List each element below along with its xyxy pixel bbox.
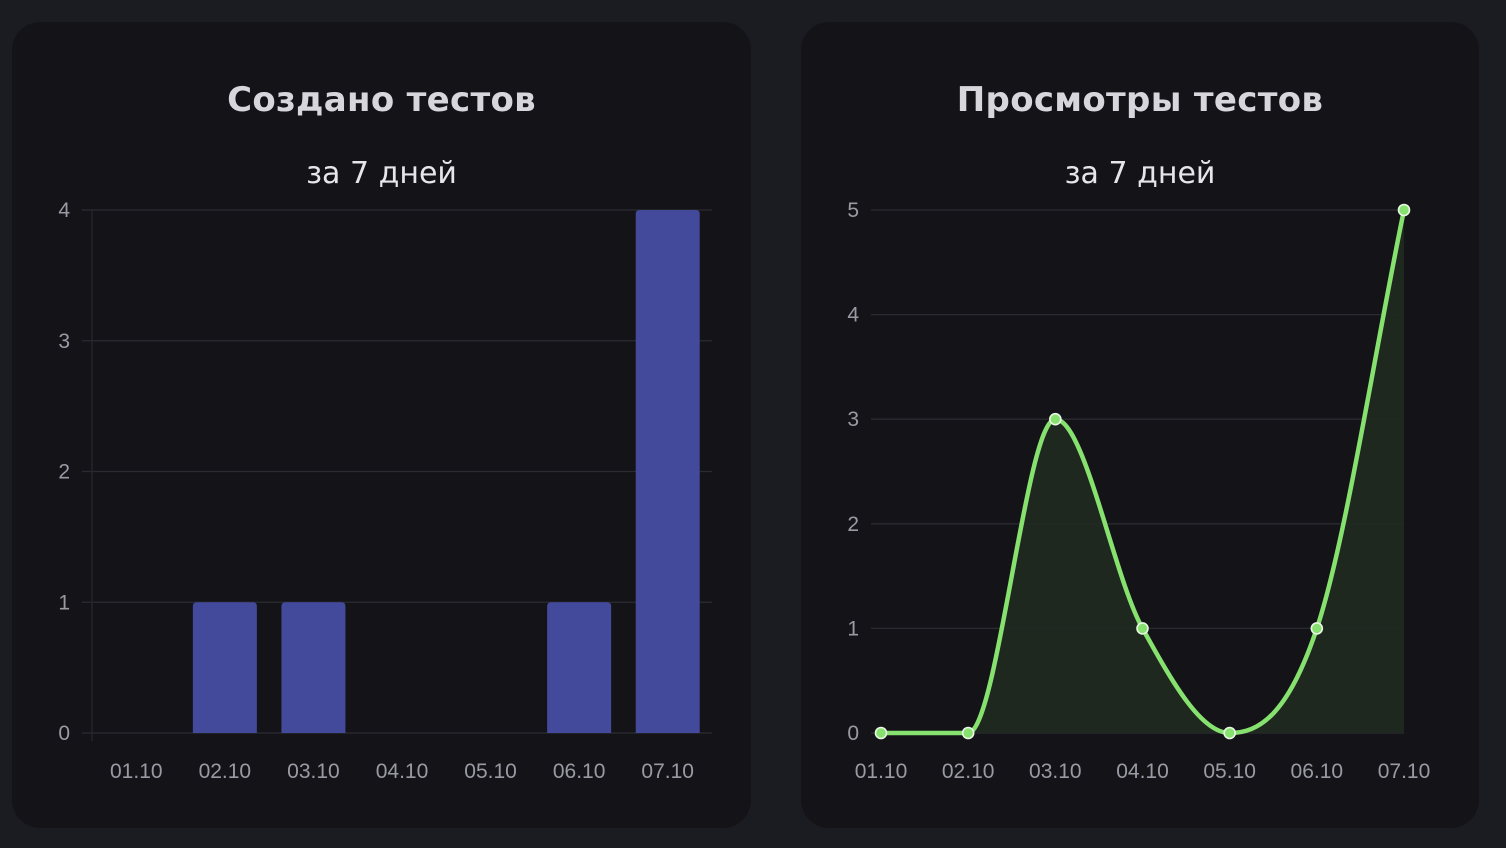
chart-subtitle: за 7 дней — [1064, 156, 1216, 191]
bar — [281, 602, 346, 733]
data-point — [1310, 622, 1324, 635]
y-tick-label: 3 — [847, 408, 859, 431]
x-tick-label: 03.10 — [287, 760, 340, 783]
y-tick-label: 2 — [847, 513, 859, 536]
test-views-card: Просмотры тестов за 7 дней 0 1 2 3 4 5 01.10 02… — [801, 22, 1479, 828]
y-tick-label: 5 — [847, 199, 859, 222]
y-tick-label: 0 — [847, 722, 859, 745]
y-tick-label: 4 — [847, 304, 859, 327]
y-tick-label: 1 — [58, 591, 70, 614]
y-tick-label: 1 — [847, 617, 859, 640]
chart-title: Просмотры тестов — [956, 80, 1324, 120]
created-tests-card: Создано тестов за 7 дней 0 1 2 3 4 01.10 02.10… — [12, 22, 751, 828]
y-tick-label: 2 — [58, 461, 70, 484]
chart-subtitle: за 7 дней — [306, 156, 457, 191]
x-tick-label: 05.10 — [1203, 760, 1256, 783]
test-views-chart: 0 1 2 3 4 5 01.10 02.10 03.10 04.10 05.10 06.10 07.1… — [847, 199, 1431, 783]
data-point — [1223, 726, 1236, 740]
bar — [635, 210, 700, 733]
y-tick-label: 0 — [58, 722, 70, 745]
x-tick-label: 01.10 — [110, 760, 163, 783]
x-tick-label: 05.10 — [464, 760, 517, 783]
x-tick-label: 01.10 — [855, 760, 908, 783]
x-tick-label: 06.10 — [1291, 760, 1344, 783]
bar — [547, 602, 612, 733]
created-tests-chart: 0 1 2 3 4 01.10 02.10 03.10 04.10 05.10 06.10 07.10 — [58, 199, 712, 783]
chart-title: Создано тестов — [227, 80, 536, 120]
bar — [192, 602, 257, 733]
y-tick-label: 3 — [58, 330, 70, 353]
x-tick-label: 07.10 — [1378, 760, 1431, 783]
x-tick-label: 02.10 — [942, 760, 995, 783]
data-point — [874, 726, 888, 740]
data-point — [1397, 203, 1411, 217]
x-tick-label: 04.10 — [376, 760, 429, 783]
x-tick-label: 06.10 — [553, 760, 606, 783]
data-point — [1049, 412, 1062, 426]
data-point — [961, 726, 975, 740]
y-tick-label: 4 — [58, 199, 70, 222]
data-point — [1136, 622, 1149, 635]
x-tick-label: 04.10 — [1116, 760, 1169, 783]
x-tick-label: 02.10 — [199, 760, 252, 783]
x-tick-label: 03.10 — [1029, 760, 1082, 783]
x-tick-label: 07.10 — [641, 760, 694, 783]
area-fill — [881, 210, 1404, 733]
